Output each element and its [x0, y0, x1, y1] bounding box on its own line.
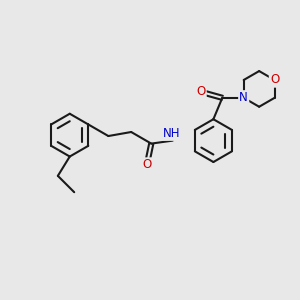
Text: O: O [196, 85, 206, 98]
Text: NH: NH [162, 127, 180, 140]
Text: O: O [142, 158, 152, 172]
Text: N: N [239, 91, 248, 104]
Text: O: O [270, 74, 279, 86]
